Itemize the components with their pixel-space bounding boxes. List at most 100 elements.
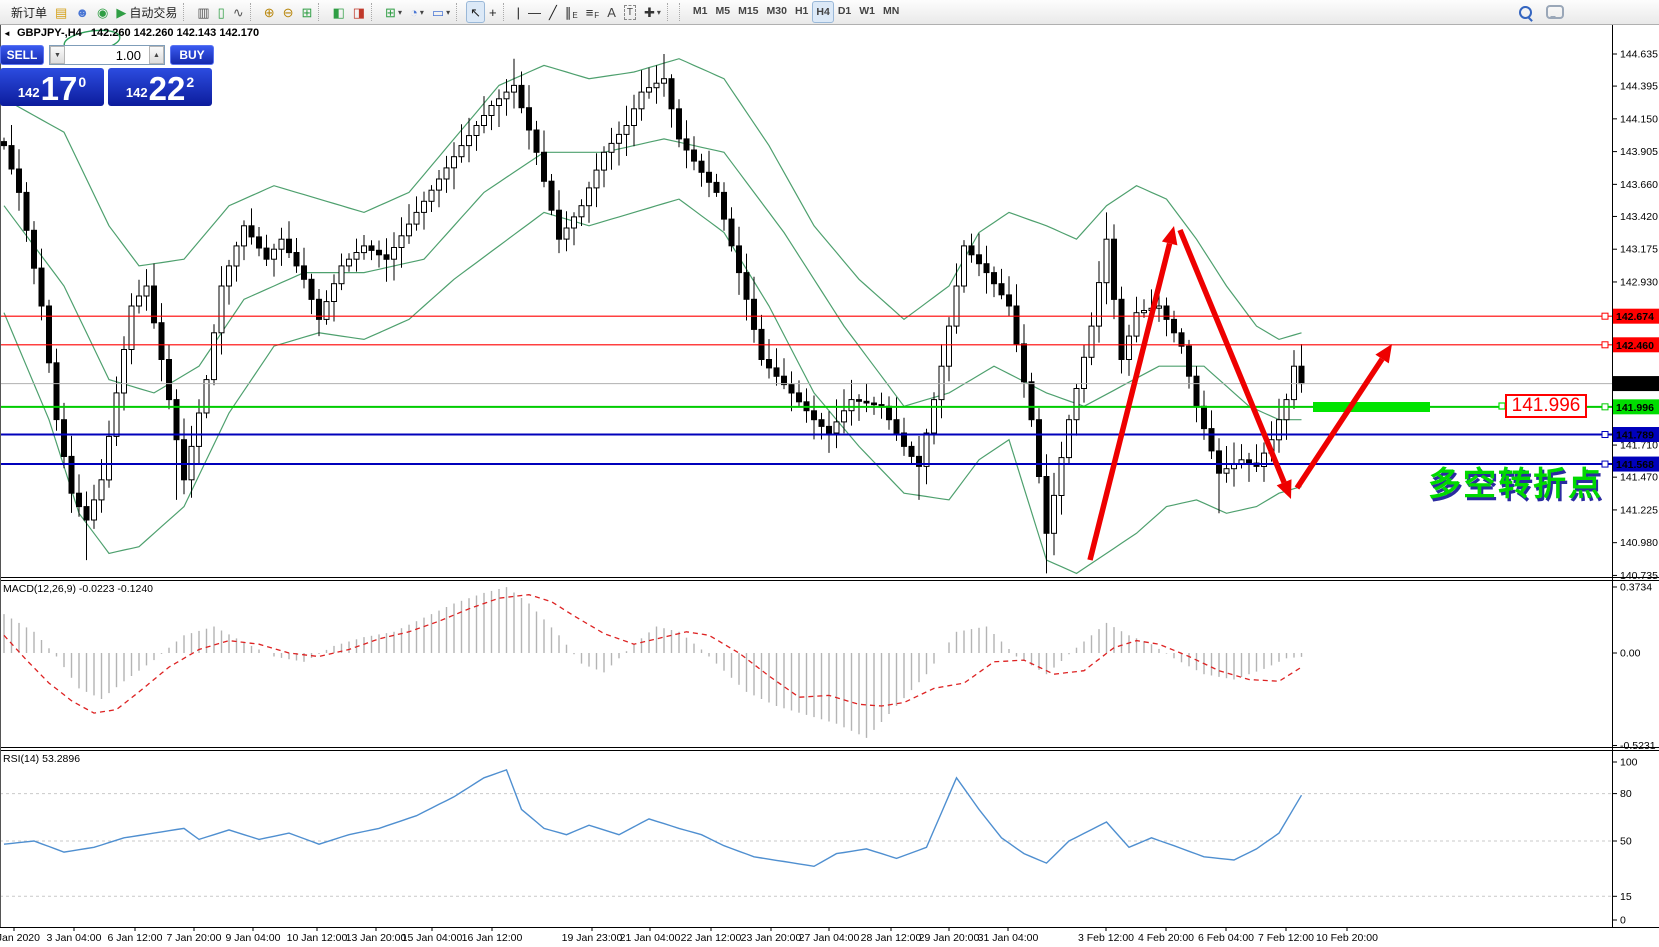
toolbar-separator [502, 3, 511, 21]
svg-text:15: 15 [1620, 891, 1632, 903]
toolbar-buttons: 新订单 ▤ ☻ ◉ ▶ 自动交易 ▥ ▯ ∿ ⊕ ⊖ ⊞ ◧ ◨ ⊞ ▾ ◔ ▾ ▭ ▾ ↖ + | — ╱ ∥ E ≡ F A T ✚ ▾ M1… [4, 0, 903, 24]
svg-text:141.225: 141.225 [1620, 504, 1658, 516]
svg-text:141.996: 141.996 [1616, 402, 1654, 414]
svg-text:100: 100 [1620, 757, 1638, 769]
new-order-button[interactable]: 新订单 [11, 5, 48, 20]
chart-shift-button[interactable]: ◨ [349, 2, 369, 22]
svg-text:13 Jan 20:00: 13 Jan 20:00 [346, 932, 407, 944]
turning-point-annotation[interactable]: 多空转折点 [1428, 465, 1603, 502]
charts-group-icon-glyph: ▤ [55, 4, 68, 20]
new-chart-dropdown[interactable]: ⊞ ▾ [385, 4, 402, 20]
buy-price-box[interactable]: 142 22 2 [108, 68, 212, 106]
timeframe-m30[interactable]: M30 [766, 5, 787, 17]
chart-title: ◄ GBPJPY-,H4 142.260 142.260 142.143 142… [3, 27, 259, 39]
auto-scroll-button[interactable]: ◧ [328, 2, 348, 22]
svg-text:6 Feb 04:00: 6 Feb 04:00 [1198, 932, 1254, 944]
sell-price-box[interactable]: 142 17 0 [0, 68, 104, 106]
sell-price-prefix: 142 [17, 85, 40, 100]
buy-button[interactable]: BUY [170, 45, 214, 65]
trendline-button[interactable]: ╱ [545, 2, 561, 22]
svg-text:2 Jan 2020: 2 Jan 2020 [0, 932, 40, 944]
line-chart-button-glyph: ∿ [232, 4, 244, 20]
volume-decrease-button[interactable]: ▼ [50, 46, 65, 64]
svg-text:6 Jan 12:00: 6 Jan 12:00 [108, 932, 163, 944]
timeframe-h1[interactable]: H1 [794, 5, 809, 17]
chat-icon[interactable] [1546, 5, 1564, 19]
signals-icon[interactable]: ◉ [93, 2, 112, 22]
toolbar-separator [371, 3, 379, 21]
timeframe-m15[interactable]: M15 [738, 5, 759, 17]
svg-text:0.3734: 0.3734 [1620, 581, 1652, 593]
toolbar-separator [666, 3, 675, 21]
zoom-in-button-glyph: ⊕ [263, 4, 275, 20]
fibonacci-button[interactable]: ≡ F [585, 4, 600, 20]
svg-text:144.395: 144.395 [1620, 81, 1658, 93]
autotrade-button[interactable]: ▶ 自动交易 [116, 4, 178, 20]
volume-spinner[interactable]: ▼ 1.00 ▲ [49, 45, 165, 65]
volume-value[interactable]: 1.00 [115, 47, 141, 63]
macd-indicator-label: MACD(12,26,9) -0.0223 -0.1240 [3, 583, 154, 595]
zoom-in-button[interactable]: ⊕ [260, 2, 279, 22]
svg-text:27 Jan 04:00: 27 Jan 04:00 [799, 932, 860, 944]
svg-text:141.789: 141.789 [1616, 430, 1654, 442]
timeframe-mn[interactable]: MN [883, 5, 900, 17]
sell-button[interactable]: SELL [0, 45, 44, 65]
time-axis[interactable]: 2 Jan 2020 3 Jan 04:00 6 Jan 12:00 7 Jan 20… [0, 928, 1378, 944]
timeframe-d1[interactable]: D1 [837, 5, 852, 17]
toolbar-right-group [1519, 5, 1564, 19]
rsi-indicator-label: RSI(14) 53.2896 [3, 753, 81, 765]
text-label-button[interactable]: T [620, 2, 640, 22]
crosshair-button[interactable]: + [485, 2, 501, 22]
timeframe-m5[interactable]: M5 [715, 5, 731, 17]
timeframe-h4[interactable]: H4 [812, 1, 834, 23]
svg-text:7 Feb 12:00: 7 Feb 12:00 [1258, 932, 1314, 944]
tile-windows-button[interactable]: ⊞ [298, 2, 317, 22]
profile-icon[interactable]: ☻ [71, 2, 93, 22]
trendline-button-glyph: ╱ [549, 4, 557, 20]
svg-text:143.420: 143.420 [1620, 211, 1658, 223]
svg-text:80: 80 [1620, 788, 1632, 800]
svg-text:0.00: 0.00 [1620, 648, 1641, 660]
timeframe-w1[interactable]: W1 [859, 5, 876, 17]
volume-increase-button[interactable]: ▲ [149, 46, 164, 64]
tile-windows-button-glyph: ⊞ [301, 4, 313, 20]
channel-button[interactable]: ∥ E [564, 4, 578, 20]
bar-chart-button[interactable]: ▥ [193, 2, 213, 22]
rsi-panel [0, 769, 1612, 897]
toolbar-separator [456, 3, 464, 21]
arrows-dropdown[interactable]: ✚ ▾ [643, 4, 661, 20]
zoom-out-button[interactable]: ⊖ [279, 2, 298, 22]
svg-text:10 Feb 20:00: 10 Feb 20:00 [1316, 932, 1378, 944]
price-axis[interactable]: 144.635 144.395 144.150 143.905 143.660 143.4… [1612, 49, 1659, 927]
price-callout-label[interactable]: 141.996 [1505, 394, 1587, 418]
sell-price-big: 17 [40, 70, 78, 107]
svg-text:142.460: 142.460 [1616, 340, 1654, 352]
svg-text:10 Jan 12:00: 10 Jan 12:00 [287, 932, 348, 944]
macd-panel [3, 587, 1303, 738]
timeframe-m1[interactable]: M1 [692, 5, 708, 17]
trend-arrows[interactable] [1087, 226, 1392, 561]
horizontal-line-button[interactable]: — [524, 2, 545, 22]
toolbar-separator [318, 3, 326, 21]
cursor-button-glyph: ↖ [470, 4, 482, 20]
line-chart-button[interactable]: ∿ [229, 2, 248, 22]
chart-shift-button-glyph: ◨ [352, 4, 366, 20]
candlestick-chart-button[interactable]: ▯ [214, 2, 229, 22]
search-icon[interactable] [1519, 5, 1532, 19]
fibonacci-button-glyph: ≡ [585, 4, 594, 20]
auto-scroll-button-glyph: ◧ [332, 4, 345, 20]
text-button[interactable]: A [603, 2, 620, 22]
charts-group-icon[interactable]: ▤ [51, 2, 71, 22]
text-label-button-glyph: T [623, 4, 636, 20]
vertical-line-button[interactable]: | [513, 2, 524, 22]
profile-icon-glyph: ☻ [75, 4, 89, 20]
one-click-trading-panel: SELL ▼ 1.00 ▲ BUY 142 17 0 142 22 2 [0, 45, 214, 106]
cursor-button[interactable]: ↖ [466, 1, 486, 23]
svg-text:3 Feb 12:00: 3 Feb 12:00 [1078, 932, 1134, 944]
profiles-dropdown[interactable]: ◔ ▾ [409, 4, 424, 20]
indicators-dropdown[interactable]: ▭ ▾ [431, 4, 451, 20]
panel-frame [0, 24, 1659, 928]
svg-text:-0.5231: -0.5231 [1620, 740, 1656, 752]
